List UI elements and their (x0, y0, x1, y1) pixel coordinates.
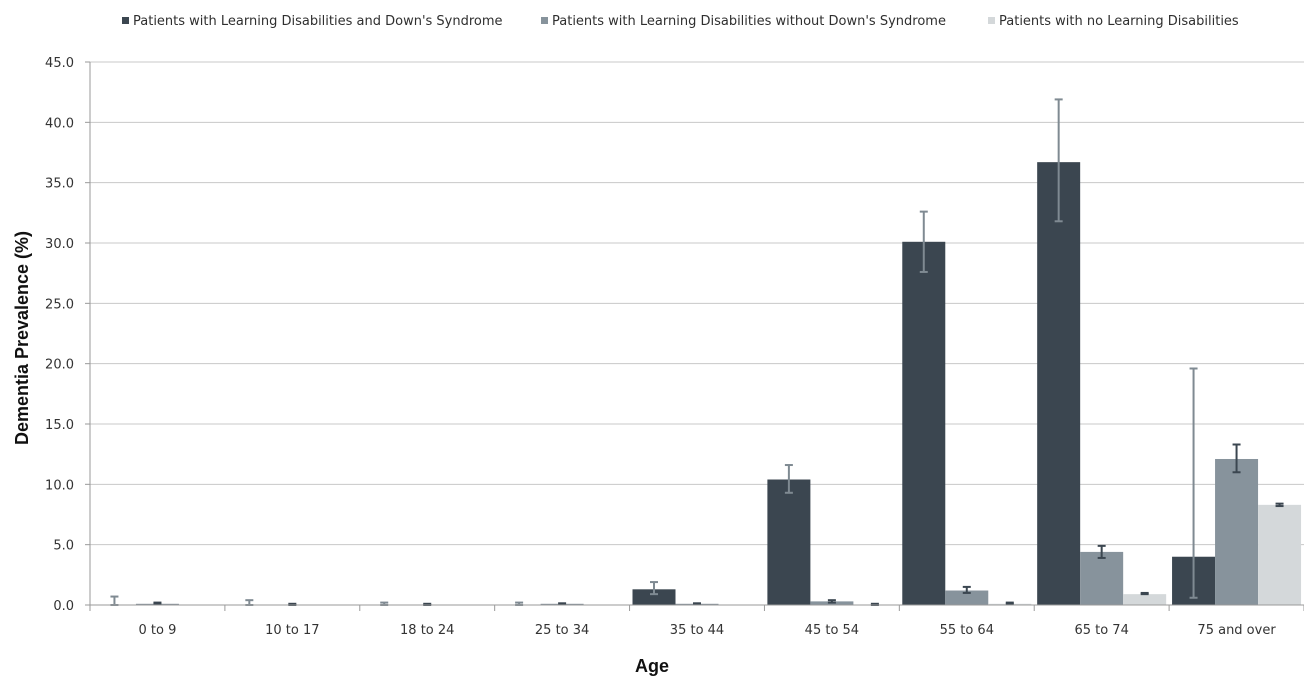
legend-swatch (122, 17, 129, 24)
legend-swatch (988, 17, 995, 24)
bar (1258, 504, 1302, 605)
y-tick-label: 5.0 (53, 539, 74, 554)
x-tick-label: 45 to 54 (805, 623, 859, 638)
error-bars (110, 98, 1284, 606)
y-tick-label: 10.0 (45, 478, 74, 493)
y-tick-label: 25.0 (45, 297, 74, 312)
bar (945, 590, 989, 605)
x-tick-label: 55 to 64 (940, 623, 994, 638)
y-tick-label: 0.0 (53, 599, 74, 614)
x-tick-label: 10 to 17 (265, 623, 319, 638)
legend-entry: Patients with Learning Disabilities with… (552, 14, 946, 29)
bars (135, 162, 1302, 606)
bar (1215, 458, 1259, 605)
bar (1037, 162, 1081, 606)
x-tick-label: 65 to 74 (1074, 623, 1128, 638)
y-tick-label: 30.0 (45, 237, 74, 252)
x-tick-label: 35 to 44 (670, 623, 724, 638)
legend-swatch (541, 17, 548, 24)
bar (632, 589, 676, 605)
y-tick-label: 40.0 (45, 116, 74, 131)
legend-entry: Patients with Learning Disabilities and … (133, 14, 503, 29)
y-tick-label: 20.0 (45, 358, 74, 373)
legend: Patients with Learning Disabilities and … (122, 14, 1239, 29)
bar (902, 241, 946, 605)
bar (1080, 551, 1124, 605)
legend-entry: Patients with no Learning Disabilities (999, 14, 1239, 29)
x-axis-title: Age (635, 656, 669, 676)
y-tick-label: 15.0 (45, 418, 74, 433)
bar (767, 479, 811, 605)
gridlines (90, 61, 1304, 546)
x-tick-label: 75 and over (1197, 623, 1276, 638)
y-tick-labels: 0.0 5.0 10.0 15.0 20.0 25.0 30.0 35.0 40.0 45.0 (45, 56, 74, 614)
x-tick-label: 25 to 34 (535, 623, 589, 638)
x-tick-labels: 0 to 9 10 to 17 18 to 24 25 to 34 35 to 44 45… (139, 623, 1277, 638)
x-tick-label: 0 to 9 (139, 623, 177, 638)
y-axis-title: Dementia Prevalence (%) (12, 231, 32, 445)
x-tick-label: 18 to 24 (400, 623, 454, 638)
y-tick-label: 45.0 (45, 56, 74, 71)
bar (1123, 594, 1167, 605)
axes (85, 61, 1304, 611)
y-tick-label: 35.0 (45, 177, 74, 192)
